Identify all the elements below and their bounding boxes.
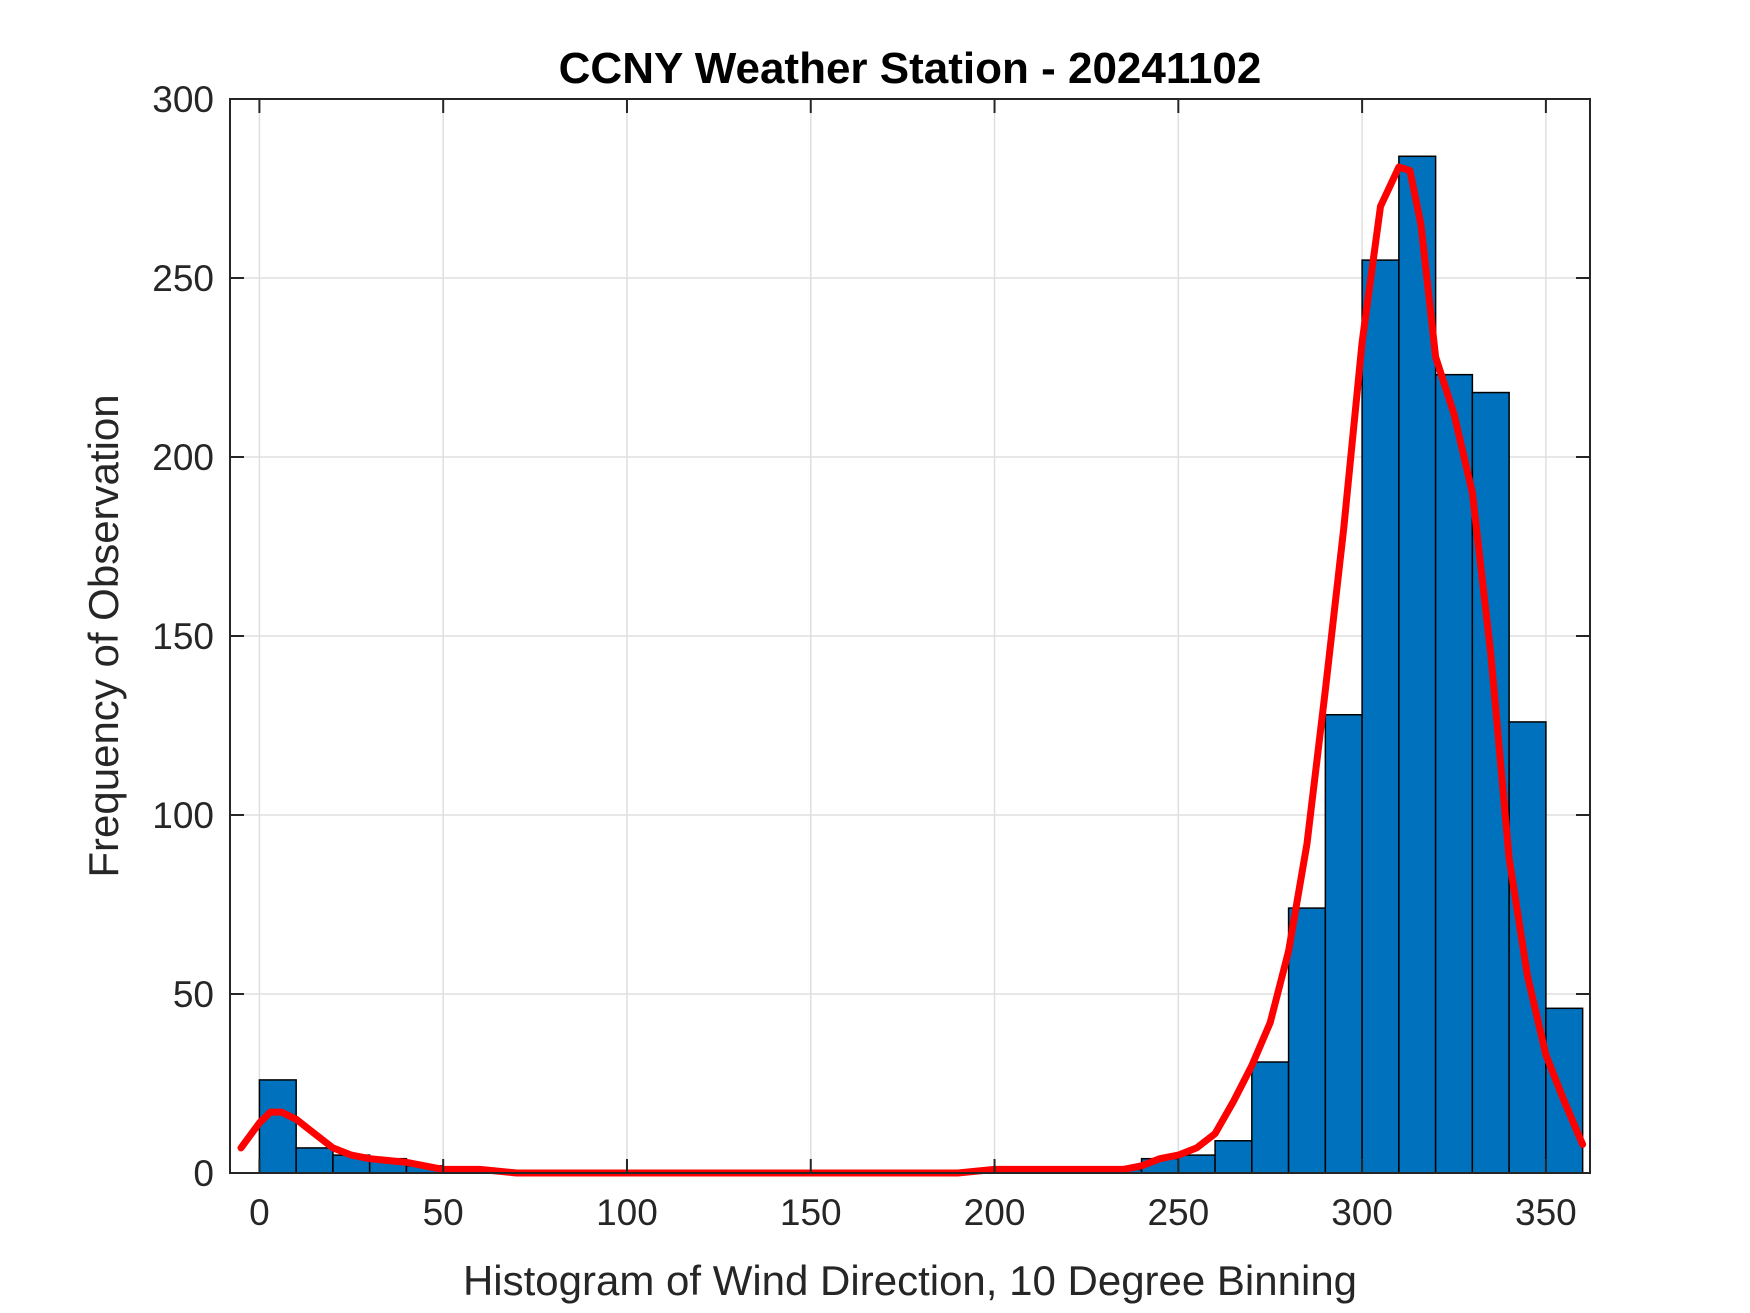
y-axis-label: Frequency of Observation xyxy=(80,394,127,877)
axis-ticks xyxy=(230,98,1590,1174)
y-tick-label: 300 xyxy=(152,79,214,120)
density-fit-line xyxy=(237,163,1587,1177)
y-tick-label: 50 xyxy=(173,974,214,1015)
y-tick-labels: 0 50 100 150 200 250 300 xyxy=(152,79,214,1194)
x-tick-label: 50 xyxy=(423,1192,464,1233)
y-tick-label: 0 xyxy=(193,1153,214,1194)
histogram-bar xyxy=(1177,1154,1216,1174)
histogram-bar xyxy=(1361,259,1400,1174)
y-tick-label: 250 xyxy=(152,258,214,299)
histogram-bar xyxy=(1508,721,1547,1174)
chart-title: CCNY Weather Station - 20241102 xyxy=(559,44,1262,93)
x-tick-label: 300 xyxy=(1331,1192,1393,1233)
x-tick-label: 250 xyxy=(1147,1192,1209,1233)
histogram-bar xyxy=(1251,1061,1290,1174)
x-tick-label: 150 xyxy=(780,1192,842,1233)
histogram-bar xyxy=(1434,373,1474,1174)
x-tick-labels: 0 50 100 150 200 250 300 350 xyxy=(249,1192,1577,1233)
histogram-bar xyxy=(258,1079,297,1174)
histogram-bar xyxy=(1287,907,1327,1174)
y-tick-label: 200 xyxy=(152,437,214,478)
histogram-bar xyxy=(1214,1140,1253,1174)
x-tick-label: 200 xyxy=(964,1192,1026,1233)
histogram-bar xyxy=(1324,714,1363,1174)
y-tick-label: 150 xyxy=(152,616,214,657)
x-tick-label: 100 xyxy=(596,1192,658,1233)
x-axis-label: Histogram of Wind Direction, 10 Degree B… xyxy=(463,1257,1357,1304)
y-tick-label: 100 xyxy=(152,795,214,836)
x-tick-label: 0 xyxy=(249,1192,270,1233)
x-tick-label: 350 xyxy=(1515,1192,1577,1233)
histogram-bar xyxy=(1545,1007,1584,1174)
histogram-bar xyxy=(295,1147,334,1174)
